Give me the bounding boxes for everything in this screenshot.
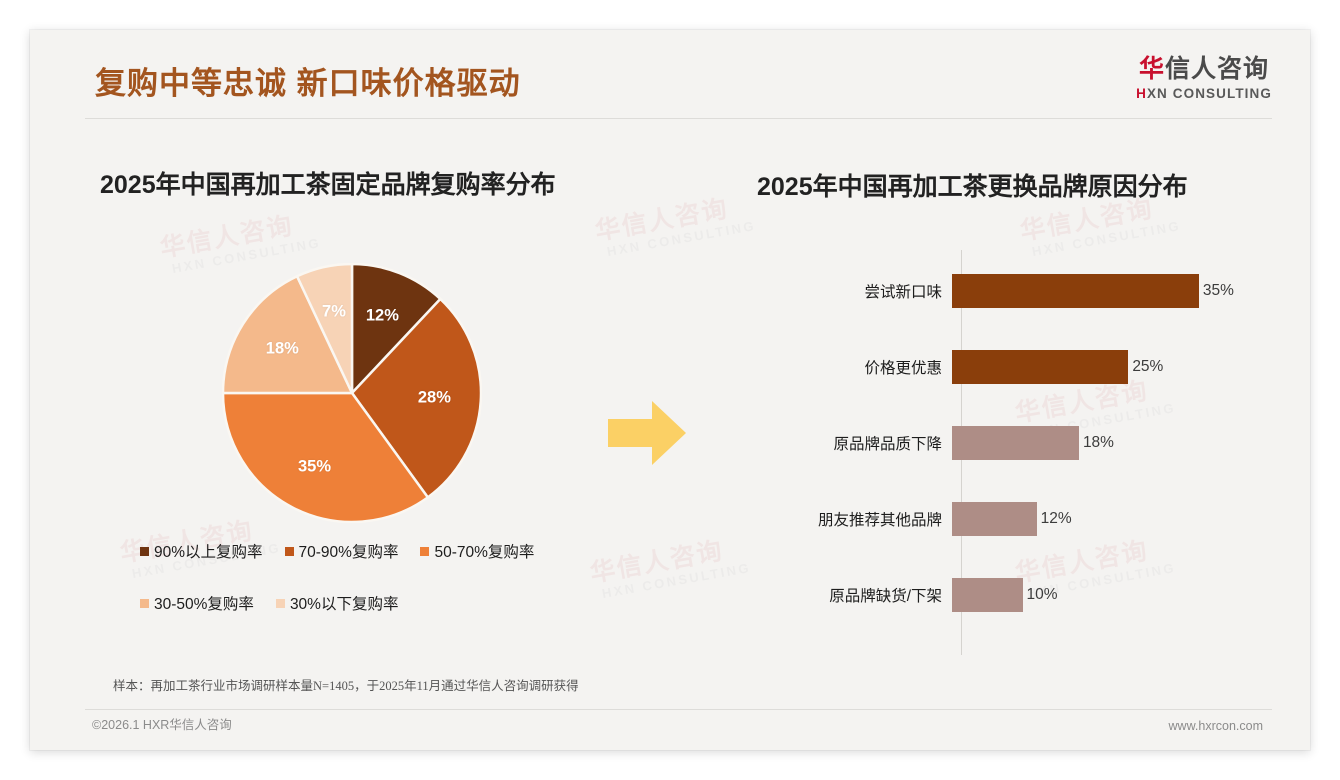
legend-label: 70-90%复购率	[298, 544, 399, 561]
bar-value-label: 25%	[1132, 358, 1164, 375]
bar-fill	[952, 274, 1199, 308]
bar-fill	[952, 350, 1129, 384]
pie-slice-label: 35%	[298, 457, 332, 476]
pie-chart: 12% 28% 35% 18% 7%	[222, 263, 482, 523]
bar-track: 12%	[952, 502, 1260, 536]
pie-slice	[350, 297, 482, 500]
footer-divider	[85, 709, 1272, 710]
bar-track: 18%	[952, 426, 1260, 460]
copyright-text: ©2026.1 HXR华信人咨询	[92, 718, 232, 732]
company-logo: 华信人咨询 HXN CONSULTING	[1136, 55, 1272, 101]
bar-row[interactable]: 价格更优惠 25%	[730, 350, 1260, 384]
bar-chart-title: 2025年中国再加工茶更换品牌原因分布	[757, 173, 1188, 201]
bar-category-label: 尝试新口味	[864, 284, 942, 301]
bar-row[interactable]: 朋友推荐其他品牌 12%	[730, 502, 1260, 536]
bar-row[interactable]: 尝试新口味 35%	[730, 274, 1260, 308]
slide-body: 2025年中国再加工茶固定品牌复购率分布 2025年中国再加工茶更换品牌原因分布…	[30, 125, 1310, 655]
legend-label: 30%以下复购率	[289, 596, 399, 613]
logo-cn-red: 华	[1139, 55, 1166, 83]
pie-slice	[222, 274, 354, 395]
flow-arrow-icon	[608, 397, 686, 469]
pie-chart-title: 2025年中国再加工茶固定品牌复购率分布	[100, 171, 556, 199]
bar-track: 35%	[952, 274, 1260, 308]
legend-item[interactable]: 90%以上复购率	[140, 540, 263, 562]
legend-swatch	[275, 598, 285, 608]
legend-label: 90%以上复购率	[154, 544, 263, 561]
legend-label: 30-50%复购率	[154, 596, 254, 613]
bar-value-label: 35%	[1202, 282, 1234, 299]
bar-fill	[952, 578, 1023, 612]
bar-fill	[952, 426, 1079, 460]
legend-item[interactable]: 70-90%复购率	[284, 540, 399, 562]
pie-legend: 90%以上复购率 70-90%复购率 50-70%复购率 30-50%复购率 30%以…	[140, 540, 590, 644]
logo-en-rest: XN CONSULTING	[1146, 85, 1272, 101]
logo-english: HXN CONSULTING	[1136, 86, 1272, 101]
bar-category-label: 原品牌品质下降	[833, 436, 942, 453]
bar-row[interactable]: 原品牌品质下降 18%	[730, 426, 1260, 460]
pie-slice-label: 28%	[417, 388, 451, 407]
legend-row: 30-50%复购率 30%以下复购率	[140, 592, 590, 614]
legend-swatch	[420, 546, 430, 556]
bar-value-label: 10%	[1026, 586, 1058, 603]
pie-slice	[350, 263, 443, 397]
legend-swatch	[140, 546, 149, 556]
slide-card: 华信人咨询 HXN CONSULTING 华信人咨询 HXN CONSULTIN…	[30, 30, 1310, 750]
legend-item[interactable]: 50-70%复购率	[420, 540, 534, 562]
bar-track: 25%	[952, 350, 1260, 384]
logo-chinese: 华信人咨询	[1136, 55, 1272, 84]
pie-slice-label: 12%	[365, 306, 399, 325]
legend-item[interactable]: 30%以下复购率	[275, 592, 399, 614]
legend-swatch	[140, 598, 149, 608]
bar-track: 10%	[952, 578, 1260, 612]
pie-slice-label: 18%	[265, 339, 299, 358]
source-footnote: 样本：再加工茶行业市场调研样本量N=1405，于2025年11月通过华信人咨询调…	[113, 679, 579, 693]
pie-slice-label: 7%	[322, 302, 346, 321]
legend-item[interactable]: 30-50%复购率	[140, 592, 254, 614]
bar-category-label: 原品牌缺货/下架	[829, 588, 942, 605]
bar-row[interactable]: 原品牌缺货/下架 10%	[730, 578, 1260, 612]
pie-slice	[295, 263, 354, 394]
legend-label: 50-70%复购率	[434, 544, 535, 561]
bar-value-label: 18%	[1082, 434, 1114, 451]
bar-category-label: 价格更优惠	[864, 360, 942, 377]
bar-category-label: 朋友推荐其他品牌	[817, 512, 942, 529]
logo-cn-rest: 信人咨询	[1165, 55, 1270, 83]
slide-header: 复购中等忠诚 新口味价格驱动 华信人咨询 HXN CONSULTING	[30, 30, 1310, 120]
pie-slice	[222, 391, 430, 523]
logo-en-red: H	[1136, 85, 1147, 101]
header-divider	[85, 118, 1272, 119]
bar-chart: 尝试新口味 35% 价格更优惠 25% 原品牌品质下降 18% 朋友推荐其他品牌 12% 原品牌…	[730, 250, 1260, 655]
bar-value-label: 12%	[1040, 510, 1072, 527]
legend-row: 90%以上复购率 70-90%复购率 50-70%复购率	[140, 540, 590, 562]
bar-fill	[952, 502, 1037, 536]
website-url: www.hxrcon.com	[1168, 719, 1263, 733]
pie-chart-svg	[222, 263, 482, 523]
page-title: 复购中等忠诚 新口味价格驱动	[95, 66, 521, 101]
legend-swatch	[284, 546, 294, 556]
